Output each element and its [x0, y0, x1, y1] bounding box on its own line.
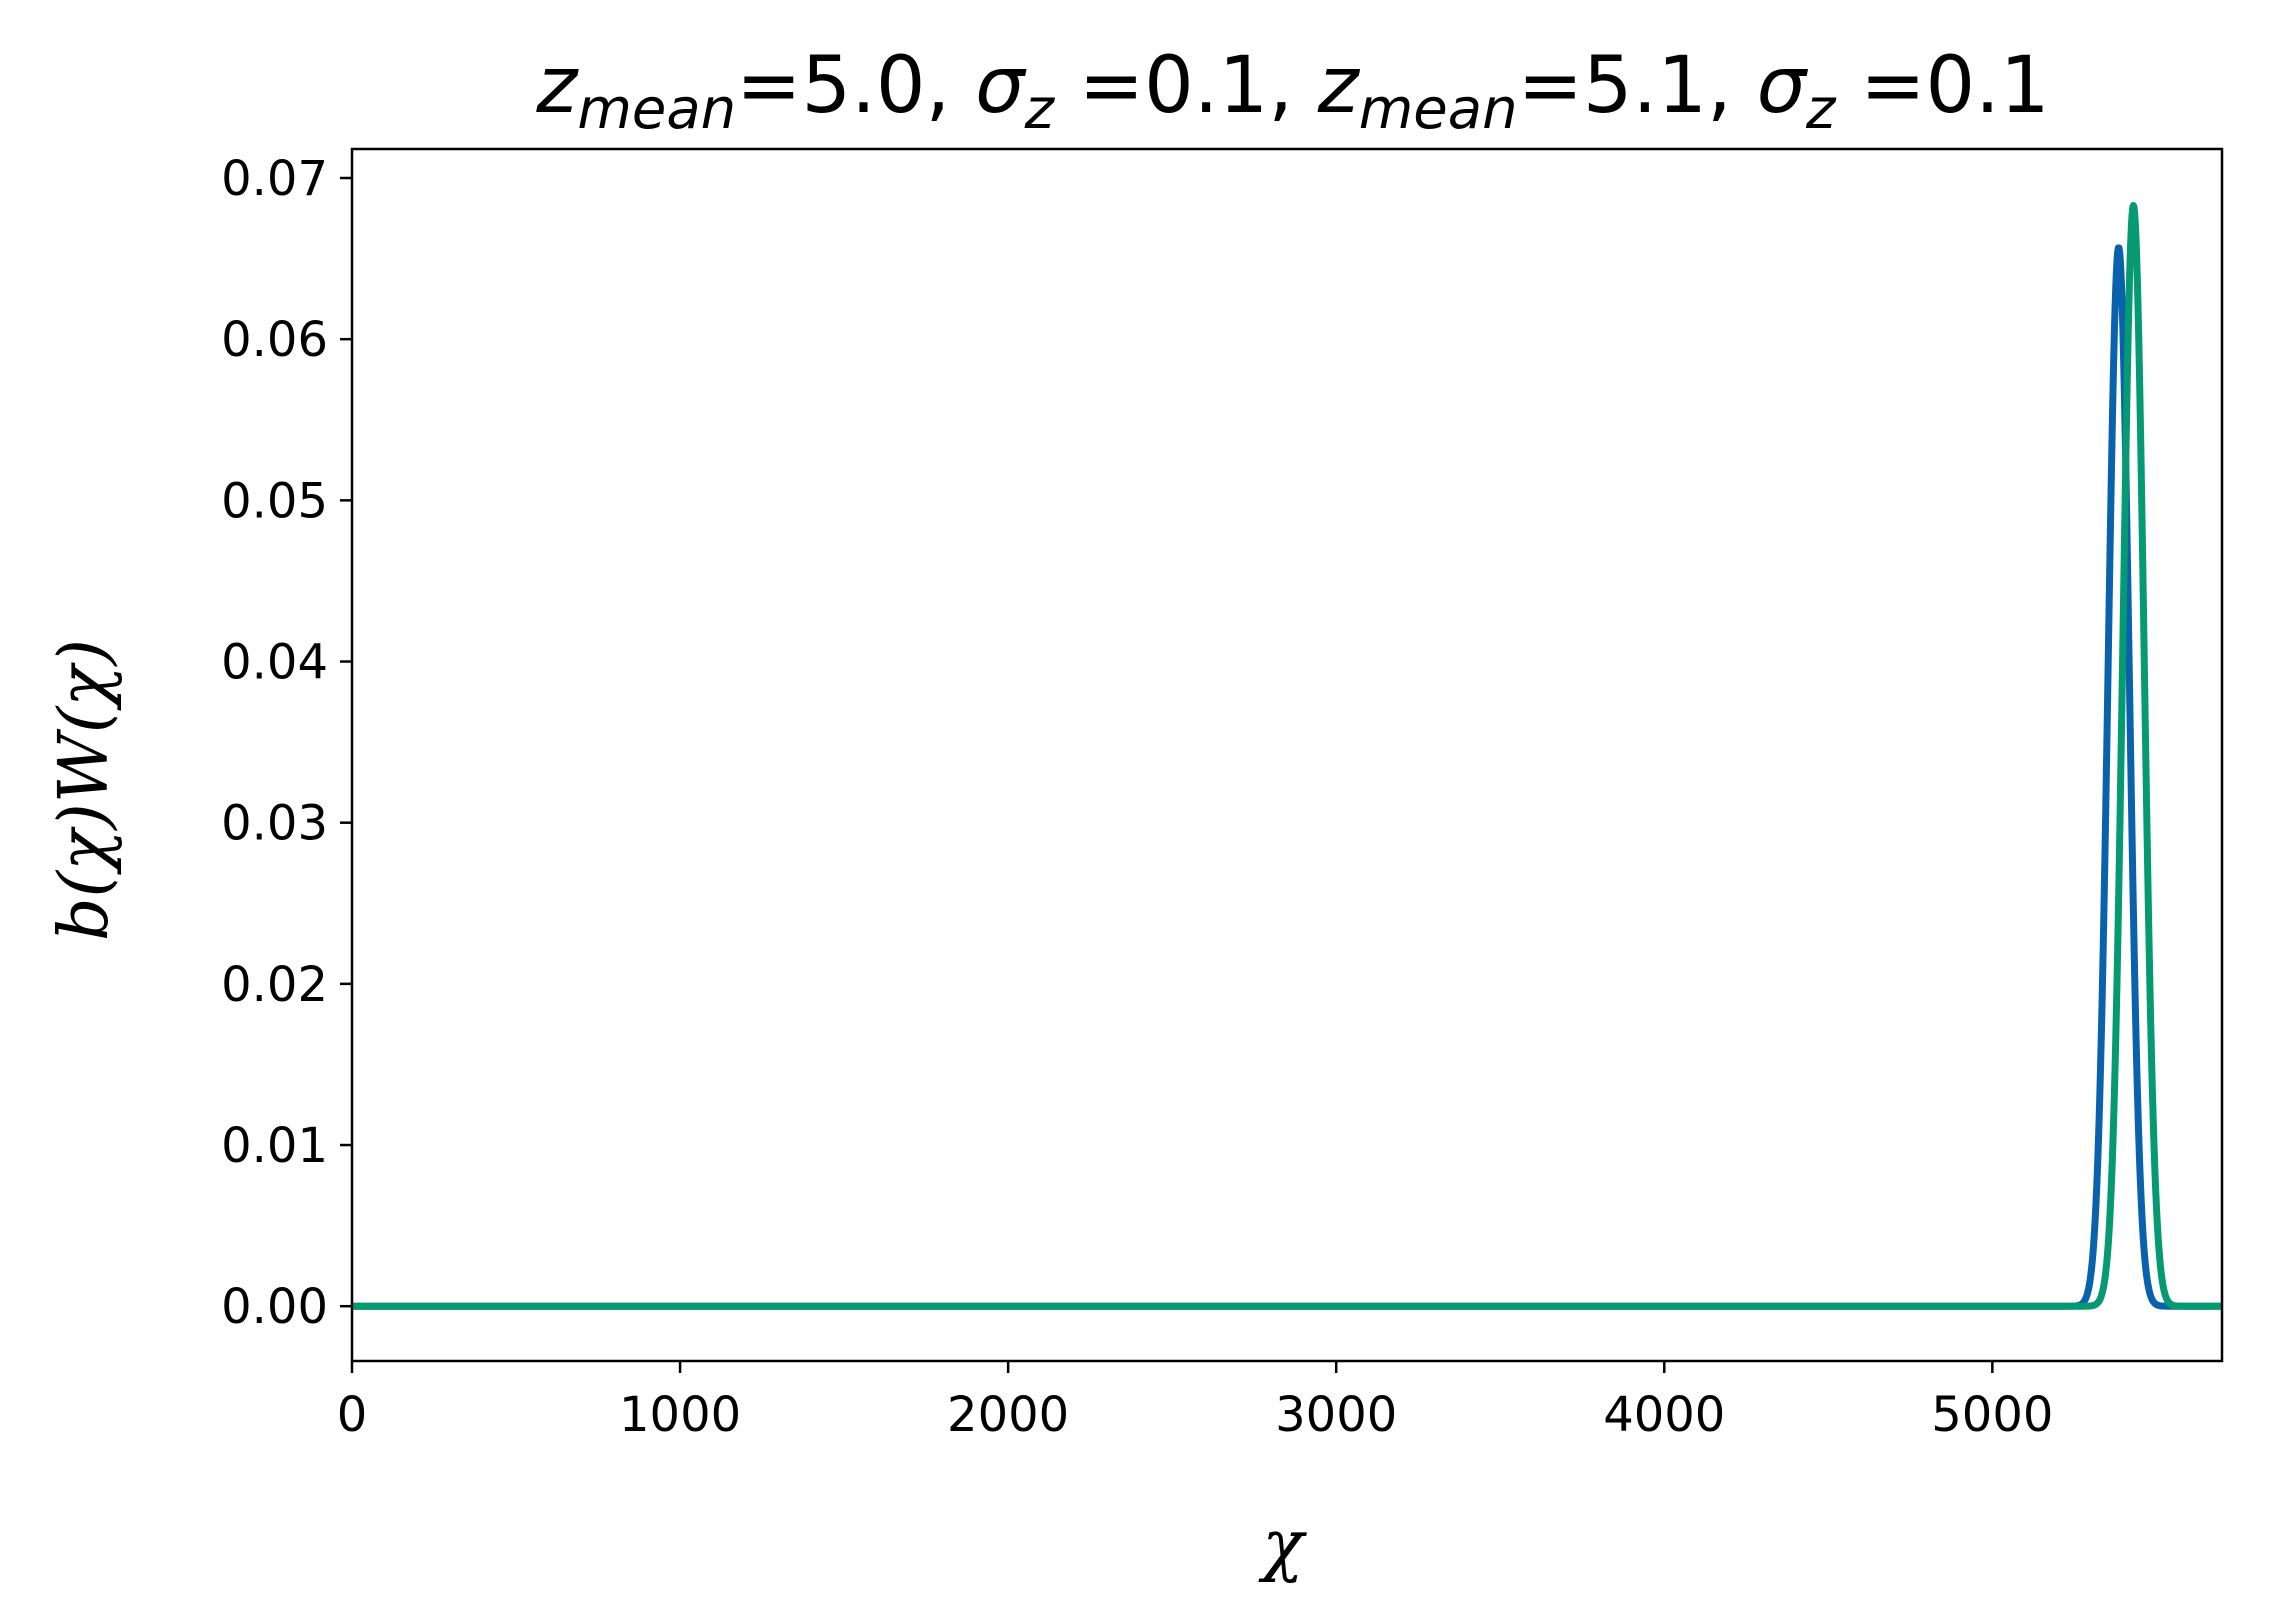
plot-area	[350, 147, 2224, 1363]
y-axis: 0.00 0.01 0.02 0.03 0.04 0.05 0.06 0.07	[221, 151, 352, 1335]
y-tick-label: 0.00	[221, 1279, 328, 1335]
y-tick-label: 0.01	[221, 1118, 328, 1174]
x-tick-label: 1000	[619, 1387, 741, 1443]
x-tick-label: 5000	[1931, 1387, 2053, 1443]
x-tick-label: 0	[337, 1387, 368, 1443]
y-tick-label: 0.06	[221, 312, 328, 368]
y-tick-label: 0.05	[221, 473, 328, 529]
y-tick-label: 0.04	[221, 635, 328, 691]
y-tick-label: 0.07	[221, 151, 328, 207]
x-tick-label: 3000	[1275, 1387, 1397, 1443]
y-tick-label: 0.03	[221, 796, 328, 852]
plot-frame	[350, 147, 2224, 1363]
x-tick-label: 4000	[1603, 1387, 1725, 1443]
x-axis-label: χ	[1258, 1506, 1307, 1585]
x-axis: 0 1000 2000 3000 4000 5000	[337, 1361, 2053, 1443]
y-axis-label: b(χ)W(χ)	[45, 639, 124, 941]
x-tick-label: 2000	[947, 1387, 1069, 1443]
chart-title: zmean=5.0, σz =0.1, zmean=5.1, σz =0.1	[535, 41, 2049, 142]
series-line-2	[352, 201, 2222, 1310]
y-tick-label: 0.02	[221, 957, 328, 1013]
